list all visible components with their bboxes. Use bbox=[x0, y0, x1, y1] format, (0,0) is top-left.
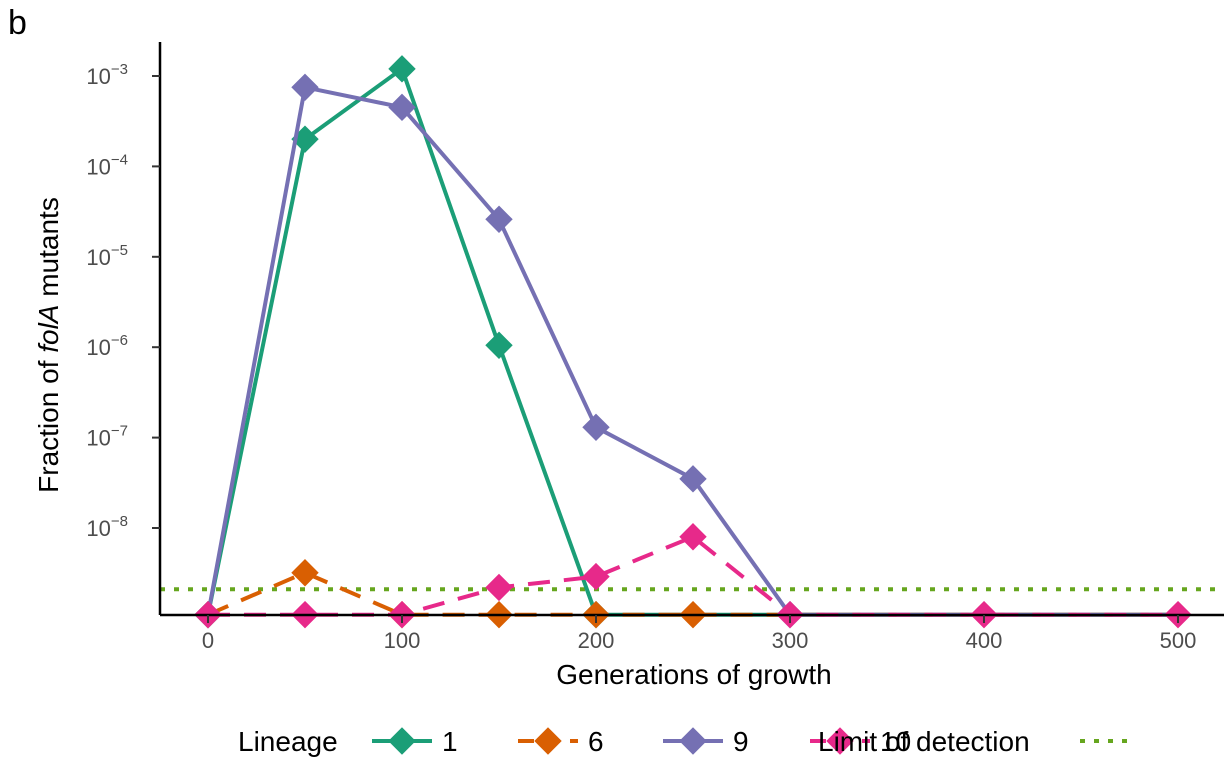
x-tick-label: 400 bbox=[966, 628, 1003, 653]
y-tick-label: 10−7 bbox=[86, 423, 128, 451]
series-9 bbox=[194, 73, 1178, 629]
axes: 0 100 200 300 400 500 10−8 10−7 10−6 10−5 10−4 10−3… bbox=[33, 42, 1224, 690]
plot-area bbox=[160, 55, 1224, 629]
y-tick-label: 10−4 bbox=[86, 151, 128, 179]
y-tick-label: 10−5 bbox=[86, 242, 128, 270]
legend-label: 1 bbox=[442, 726, 458, 757]
series-6 bbox=[194, 559, 1178, 629]
legend-label: 6 bbox=[588, 726, 604, 757]
x-tick-label: 0 bbox=[202, 628, 214, 653]
legend-title: Lineage bbox=[238, 726, 338, 757]
y-tick-label: 10−8 bbox=[86, 513, 128, 541]
legend-limit-label: Limit of detection bbox=[818, 726, 1030, 757]
data-point bbox=[388, 55, 416, 83]
panel-label: b bbox=[8, 4, 27, 42]
x-tick-label: 500 bbox=[1160, 628, 1197, 653]
legend-key-marker bbox=[534, 727, 562, 755]
data-point bbox=[291, 73, 319, 102]
legend-key-marker bbox=[679, 727, 707, 755]
data-point bbox=[582, 562, 610, 591]
legend-key-marker bbox=[388, 727, 416, 755]
data-point bbox=[485, 205, 513, 233]
y-tick-label: 10−6 bbox=[86, 332, 128, 360]
data-point bbox=[485, 331, 513, 359]
x-tick-label: 200 bbox=[578, 628, 615, 653]
data-point bbox=[388, 93, 416, 122]
data-point bbox=[679, 523, 707, 551]
y-tick-label: 10−3 bbox=[86, 61, 128, 89]
legend-key-marker bbox=[826, 727, 854, 755]
data-point bbox=[291, 559, 319, 587]
x-tick-label: 100 bbox=[384, 628, 421, 653]
x-tick-label: 300 bbox=[772, 628, 809, 653]
legend-label: 9 bbox=[733, 726, 749, 757]
data-point bbox=[485, 573, 513, 602]
data-point bbox=[679, 465, 707, 493]
data-point bbox=[582, 413, 610, 442]
y-axis-title: Fraction of folA mutants bbox=[33, 197, 64, 493]
legend-label: 10 bbox=[880, 726, 911, 757]
x-axis-title: Generations of growth bbox=[556, 659, 832, 690]
